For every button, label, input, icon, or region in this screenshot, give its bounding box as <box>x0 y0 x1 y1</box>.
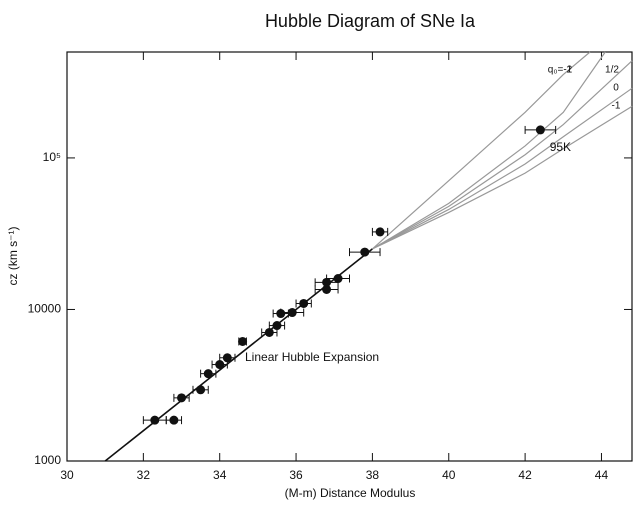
curve <box>372 87 633 250</box>
data-point <box>196 385 206 395</box>
chart-title: Hubble Diagram of SNe Ia <box>265 11 476 31</box>
curve-label: q₀=-2 <box>548 65 573 76</box>
curve <box>372 105 633 250</box>
data-point <box>215 360 225 370</box>
x-tick-label: 40 <box>442 468 456 482</box>
x-tick-label: 44 <box>595 468 609 482</box>
y-axis-label: cz (km s⁻¹) <box>6 227 20 286</box>
data-point <box>238 336 248 346</box>
data-point <box>177 393 187 403</box>
data-point <box>535 125 545 135</box>
point-label: 95K <box>550 140 571 154</box>
data-point <box>264 327 274 337</box>
data-point <box>322 284 332 294</box>
x-tick-label: 34 <box>213 468 227 482</box>
x-tick-label: 38 <box>366 468 380 482</box>
x-tick-label: 32 <box>137 468 151 482</box>
curve <box>372 51 591 250</box>
data-point <box>299 298 309 308</box>
plot-frame <box>66 51 633 462</box>
y-tick-label: 10000 <box>28 302 62 316</box>
x-tick-label: 42 <box>518 468 532 482</box>
data-point <box>287 308 297 318</box>
curve <box>372 60 633 250</box>
data-point <box>360 247 370 257</box>
data-point <box>169 415 179 425</box>
data-point <box>222 353 232 363</box>
curve-label: 1 <box>566 65 572 76</box>
x-tick-label: 30 <box>60 468 74 482</box>
y-tick-label: 10⁵ <box>43 150 61 164</box>
x-axis-label: (M-m) Distance Modulus <box>285 486 416 500</box>
data-point <box>333 274 343 284</box>
data-point <box>150 415 160 425</box>
data-point <box>375 227 385 237</box>
curve-label: 0 <box>613 83 619 94</box>
data-point <box>272 321 282 331</box>
annotation: Linear Hubble Expansion <box>245 350 379 364</box>
curve <box>372 51 606 250</box>
curve-label: 1/2 <box>605 65 619 76</box>
y-tick-label: 1000 <box>34 453 61 467</box>
x-tick-label: 36 <box>289 468 303 482</box>
data-point <box>203 369 213 379</box>
curve-label: -1 <box>612 101 621 112</box>
